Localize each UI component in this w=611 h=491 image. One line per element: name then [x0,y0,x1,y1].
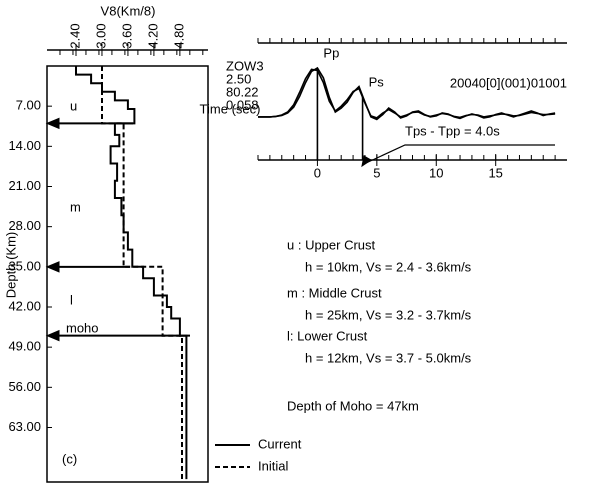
annotation-arrow [365,144,555,164]
x-tick-label: 15 [488,165,502,180]
plot-frame [46,65,209,483]
x-axis-title: V8(Km/8) [101,3,156,18]
arrow-head [361,155,372,168]
waveform-line [258,68,556,119]
pick-label: Ps [369,74,385,89]
y-axis-title: Depth (Km) [3,232,18,298]
x-tick-label: 0 [314,165,321,180]
description-line: u : Upper Crust [287,237,376,252]
x-tick-label: 3.60 [119,23,134,48]
description-line: h = 25km, Vs = 3.2 - 3.7km/s [305,307,472,322]
y-tick-label: 7.00 [16,98,41,113]
layer-label: m [70,199,81,214]
layer-label: moho [66,320,99,335]
description-line: l: Lower Crust [287,328,368,343]
arrow-head [45,261,60,273]
x-tick-label: 2.40 [67,23,82,48]
profile-line [75,66,188,480]
x-tick-label: 10 [429,165,443,180]
annotation: Tps - Tpp = 4.0s [405,123,500,138]
y-tick-label: 63.00 [8,419,41,434]
y-tick-label: 14.00 [8,138,41,153]
y-tick-label: 35.00 [8,258,41,273]
station-info: 0.058 [226,97,259,112]
y-tick-label: 56.00 [8,379,41,394]
layer-label: u [70,98,77,113]
arrow-head [45,117,60,130]
station-info: 80.22 [226,84,259,99]
description-line: m : Middle Crust [287,285,382,300]
description-line: Depth of Moho = 47km [287,398,419,413]
layer-label: l [70,292,73,307]
y-tick-label: 28.00 [8,218,41,233]
panel-label: (c) [62,451,77,466]
x-tick-label: 4.20 [145,23,160,48]
y-tick-label: 42.00 [8,298,41,313]
x-axis-title: Time (sec) [200,101,261,116]
description-line: h = 10km, Vs = 2.4 - 3.6km/s [305,259,472,274]
description-line: h = 12km, Vs = 3.7 - 5.0km/s [305,350,472,365]
arrow-head [45,329,60,342]
legend-label: Current [258,436,302,451]
x-tick-label: 3.00 [93,23,108,48]
y-tick-label: 21.00 [8,178,41,193]
y-tick-label: 49.00 [8,339,41,354]
x-tick-label: 4.80 [171,23,186,48]
station-info: 2.50 [226,71,251,86]
x-tick-label: 5 [373,165,380,180]
legend-label: Initial [258,458,288,473]
record-id: 20040[0](001)01001 [450,75,567,90]
station-info: ZOW3 [226,58,264,73]
pick-label: Pp [323,45,339,60]
